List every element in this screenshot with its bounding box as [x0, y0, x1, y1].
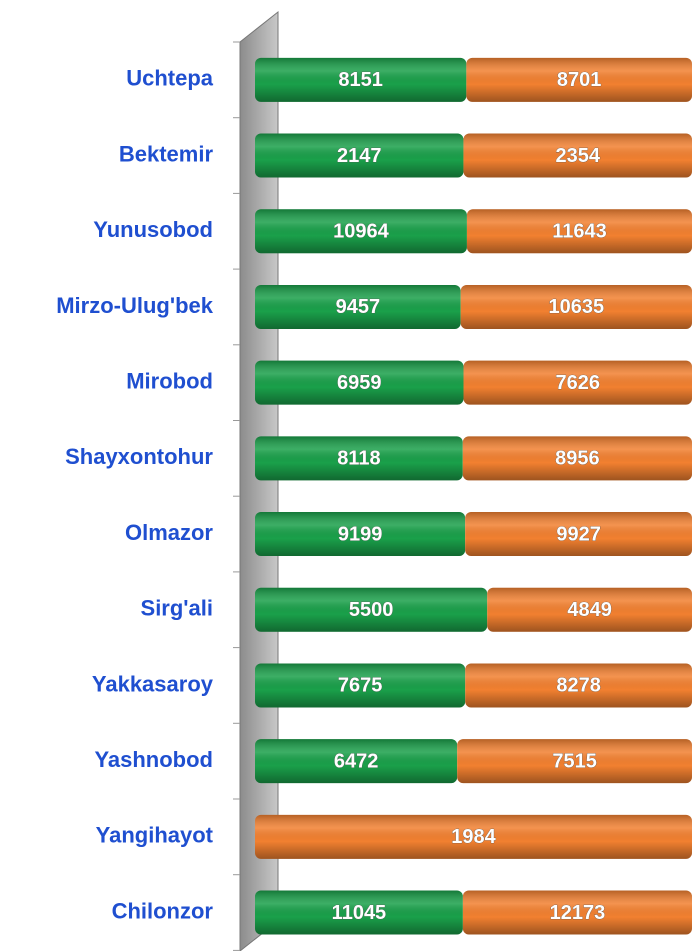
value-label: 11643	[552, 221, 607, 243]
bar-shade	[463, 360, 692, 405]
value-label: 9927	[556, 523, 601, 545]
bar-shade	[460, 284, 692, 329]
bar-shade	[487, 587, 692, 632]
value-label: 10635	[549, 296, 605, 318]
bar-shade	[462, 436, 692, 481]
value-label: 8118	[337, 448, 380, 470]
bar-shade	[255, 814, 692, 859]
category-label: Yashnobod	[94, 747, 213, 772]
value-label: 6959	[337, 372, 382, 394]
bar-shade	[255, 739, 458, 784]
value-label: 2147	[337, 145, 382, 167]
category-label: Mirzo-Ulug'bek	[56, 293, 214, 318]
bar-shade	[463, 133, 692, 178]
value-label: 4849	[567, 599, 612, 621]
value-label: 8151	[338, 69, 383, 91]
bar-shade	[255, 663, 466, 708]
bar-shade	[255, 890, 463, 935]
bar-shade	[465, 512, 692, 557]
bar-shade	[462, 890, 692, 935]
bar-shade	[457, 739, 692, 784]
bar-shade	[255, 284, 461, 329]
bar-shade	[465, 663, 692, 708]
value-label: 11045	[332, 902, 387, 924]
bar-shade	[255, 360, 464, 405]
value-label: 6472	[334, 750, 379, 772]
value-label: 9457	[336, 296, 381, 318]
value-label: 2354	[555, 145, 600, 167]
category-label: Sirg'ali	[141, 596, 213, 621]
bar-shade	[466, 57, 692, 102]
value-label: 1984	[451, 826, 496, 848]
bar-shade	[255, 587, 488, 632]
category-label: Mirobod	[126, 368, 213, 393]
category-label: Bektemir	[119, 141, 214, 166]
bar-shade	[255, 133, 464, 178]
value-label: 8956	[555, 448, 600, 470]
value-label: 7675	[338, 675, 383, 697]
value-label: 8701	[557, 69, 602, 91]
bar-shade	[466, 209, 692, 254]
value-label: 7515	[552, 750, 597, 772]
bar-shade	[255, 512, 466, 557]
value-label: 9199	[338, 523, 383, 545]
bar-shade	[255, 436, 463, 481]
bar-shade	[255, 209, 467, 254]
value-label: 10964	[333, 221, 389, 243]
category-label: Uchtepa	[126, 66, 214, 91]
category-label: Olmazor	[125, 520, 213, 545]
value-label: 8278	[556, 675, 601, 697]
category-label: Shayxontohur	[65, 444, 213, 469]
category-label: Yangihayot	[96, 823, 214, 848]
category-label: Yakkasaroy	[92, 671, 214, 696]
bar-shade	[255, 57, 467, 102]
category-label: Chilonzor	[112, 898, 214, 923]
value-label: 7626	[556, 372, 601, 394]
category-label: Yunusobod	[93, 217, 213, 242]
value-label: 12173	[550, 902, 606, 924]
value-label: 5500	[349, 599, 394, 621]
